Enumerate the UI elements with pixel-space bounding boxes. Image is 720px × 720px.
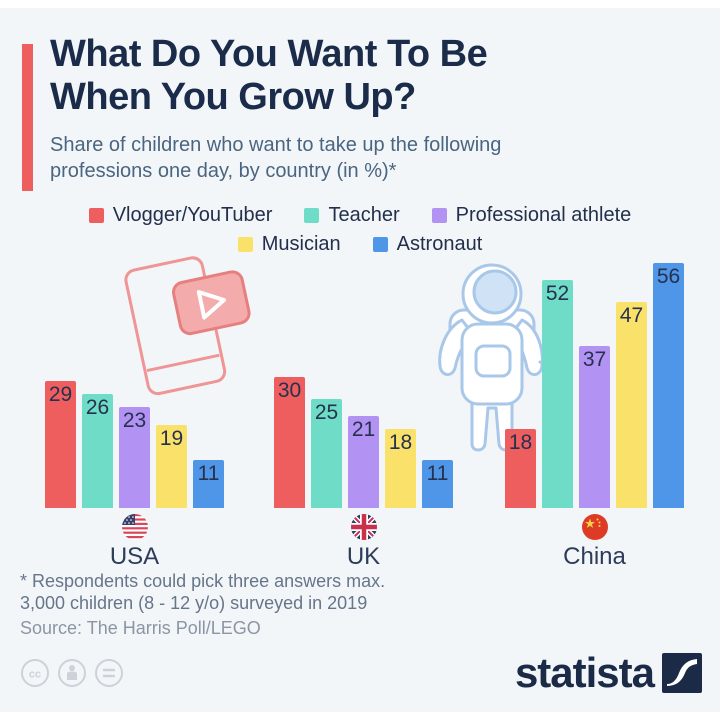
legend-item-astronaut: Astronaut xyxy=(372,233,483,256)
bar-group-uk: 30 25 21 18 11 xyxy=(274,377,453,508)
bar-uk-3: 18 xyxy=(385,429,416,508)
country-label: China xyxy=(563,543,626,570)
legend-swatch-icon xyxy=(304,208,320,223)
bar-china-1: 52 xyxy=(542,280,573,508)
bar-value-label: 47 xyxy=(619,304,644,327)
legend-item-musician: Musician xyxy=(237,233,341,256)
page-subtitle: Share of children who want to take up th… xyxy=(50,132,650,184)
group-footer-uk: UK xyxy=(274,514,453,571)
group-footer-china: China xyxy=(505,514,684,571)
bar-uk-4: 11 xyxy=(422,460,453,508)
bar-value-label: 18 xyxy=(388,431,413,454)
bar-group-usa: 29 26 23 19 11 xyxy=(45,381,224,508)
page-title-line2: When You Grow Up? xyxy=(50,76,416,118)
bar-china-2: 37 xyxy=(579,346,610,508)
bar-value-label: 52 xyxy=(545,282,570,305)
astronaut-illustration-icon xyxy=(438,263,556,452)
equals-icon[interactable] xyxy=(94,658,124,688)
bar-value-label: 18 xyxy=(508,431,533,454)
legend-label: Professional athlete xyxy=(455,204,632,226)
bar-usa-4: 11 xyxy=(193,460,224,508)
statista-logo-text: statista xyxy=(514,649,655,696)
source-line: Source: The Harris Poll/LEGO xyxy=(20,618,261,638)
svg-text:cc: cc xyxy=(29,669,41,681)
legend-label: Vlogger/YouTuber xyxy=(112,204,273,226)
legend-row-2: Musician Astronaut xyxy=(0,233,720,256)
bar-value-label: 26 xyxy=(85,396,110,419)
page-subtitle-line1: Share of children who want to take up th… xyxy=(50,134,502,156)
bar-value-label: 25 xyxy=(314,401,339,424)
legend-swatch-icon xyxy=(237,237,253,252)
legend-label: Astronaut xyxy=(396,233,483,255)
group-footer-usa: USA xyxy=(45,514,224,571)
bar-china-3: 47 xyxy=(616,302,647,508)
bar-value-label: 21 xyxy=(351,418,376,441)
bar-usa-3: 19 xyxy=(156,425,187,508)
bar-china-0: 18 xyxy=(505,429,536,508)
bar-china-4: 56 xyxy=(653,263,684,508)
legend-swatch-icon xyxy=(88,208,104,223)
uk-flag-icon xyxy=(350,514,377,540)
footnote-block: * Respondents could pick three answers m… xyxy=(20,570,580,639)
bar-usa-2: 23 xyxy=(119,407,150,508)
bar-uk-2: 21 xyxy=(348,416,379,508)
country-label: USA xyxy=(109,543,160,570)
bar-usa-1: 26 xyxy=(82,394,113,508)
legend-row-1: Vlogger/YouTuber Teacher Professional at… xyxy=(0,204,720,227)
bar-value-label: 11 xyxy=(197,462,220,485)
attribution-person-icon[interactable] xyxy=(57,658,87,688)
legend-item-athlete: Professional athlete xyxy=(431,204,632,227)
page-title: What Do You Want To Be When You Grow Up? xyxy=(50,33,690,119)
statista-logo-mark-icon xyxy=(662,653,702,693)
bar-value-label: 19 xyxy=(159,427,184,450)
footnote-line1: * Respondents could pick three answers m… xyxy=(20,571,386,591)
legend-swatch-icon xyxy=(431,208,447,223)
page-title-line1: What Do You Want To Be xyxy=(50,33,488,75)
license-icons: cc xyxy=(20,658,124,688)
bar-group-china: 18 52 37 47 56 xyxy=(505,263,684,508)
page-subtitle-line2: professions one day, by country (in %)* xyxy=(50,160,397,182)
bar-usa-0: 29 xyxy=(45,381,76,508)
cc-icon[interactable]: cc xyxy=(20,658,50,688)
legend-label: Teacher xyxy=(328,204,400,226)
legend-label: Musician xyxy=(261,233,341,255)
footnote-line2: 3,000 children (8 - 12 y/o) surveyed in … xyxy=(20,593,368,613)
bar-uk-1: 25 xyxy=(311,399,342,508)
china-flag-icon xyxy=(581,514,608,540)
usa-flag-icon xyxy=(121,514,148,540)
bar-value-label: 29 xyxy=(48,383,73,406)
chart-legend: Vlogger/YouTuber Teacher Professional at… xyxy=(0,204,720,262)
country-label: UK xyxy=(346,543,381,570)
title-accent-bar xyxy=(22,44,33,191)
bar-value-label: 37 xyxy=(582,348,607,371)
bar-value-label: 11 xyxy=(426,462,449,485)
bar-value-label: 56 xyxy=(656,265,681,288)
statista-logo[interactable]: statista xyxy=(515,652,702,694)
legend-item-vlogger: Vlogger/YouTuber xyxy=(88,204,273,227)
legend-swatch-icon xyxy=(372,237,388,252)
bar-value-label: 23 xyxy=(122,409,147,432)
bar-value-label: 30 xyxy=(277,379,302,402)
youtube-phone-illustration-icon xyxy=(124,256,251,396)
bar-uk-0: 30 xyxy=(274,377,305,508)
legend-item-teacher: Teacher xyxy=(304,204,400,227)
